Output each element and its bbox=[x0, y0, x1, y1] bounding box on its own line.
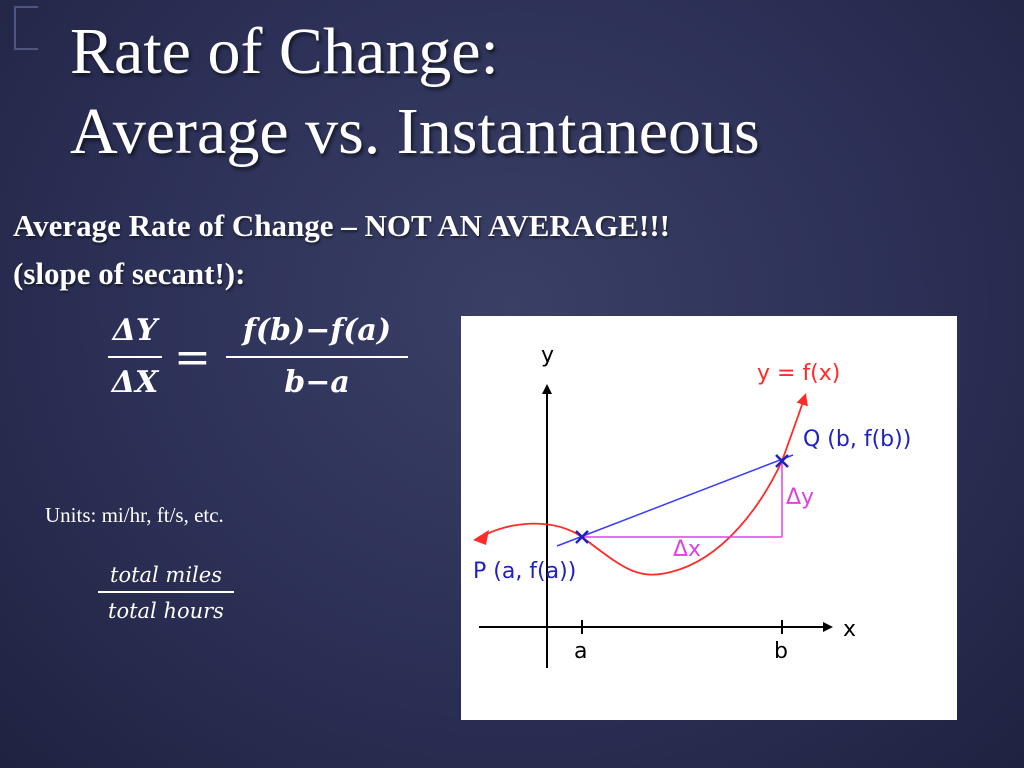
units-text: Units: mi/hr, ft/s, etc. bbox=[45, 503, 224, 527]
subtitle-line-1: Average Rate of Change – NOT AN AVERAGE!… bbox=[13, 208, 670, 243]
delta-x-denominator: ΔX bbox=[111, 365, 159, 400]
point-p-label: P (a, f(a)) bbox=[473, 559, 576, 584]
delta-fraction: ΔY ΔX bbox=[108, 312, 162, 402]
tick-b-label: b bbox=[774, 639, 788, 664]
equals-sign: = bbox=[174, 332, 211, 383]
difference-denominator: b−a bbox=[284, 365, 350, 400]
title-line-2: Average vs. Instantaneous bbox=[70, 95, 760, 168]
title-line-1: Rate of Change: bbox=[70, 15, 499, 88]
units-denominator: total hours bbox=[108, 598, 224, 623]
fraction-bar bbox=[98, 591, 234, 593]
secant-line-diagram: y x a b Δx Δy y = f(x) Q (b, f(b)) P (a,… bbox=[461, 316, 957, 720]
curve-label: y = f(x) bbox=[757, 361, 840, 386]
fraction-bar bbox=[226, 356, 408, 358]
fraction-bar bbox=[108, 356, 162, 358]
difference-quotient-fraction: f(b)−f(a) b−a bbox=[226, 312, 408, 402]
tick-a-label: a bbox=[574, 639, 587, 664]
function-curve bbox=[482, 393, 808, 576]
title-bracket-decoration bbox=[14, 6, 38, 50]
units-fraction: total miles total hours bbox=[98, 561, 234, 625]
subtitle-line-2: (slope of secant!): bbox=[13, 256, 246, 291]
y-axis-label: y bbox=[541, 343, 554, 368]
average-rate-formula: ΔY ΔX = f(b)−f(a) b−a bbox=[108, 312, 418, 412]
slide-title: Rate of Change: Average vs. Instantaneou… bbox=[70, 12, 970, 172]
point-q-label: Q (b, f(b)) bbox=[803, 427, 911, 452]
delta-y-numerator: ΔY bbox=[112, 313, 158, 348]
point-p-marker bbox=[575, 530, 589, 544]
units-numerator: total miles bbox=[110, 563, 222, 587]
curve-left-arrowhead bbox=[473, 530, 489, 545]
secant-line bbox=[556, 454, 794, 547]
delta-y-label: Δy bbox=[786, 485, 814, 510]
slide-subtitle: Average Rate of Change – NOT AN AVERAGE!… bbox=[13, 202, 670, 298]
diagram-svg: y x a b Δx Δy y = f(x) Q (b, f(b)) P (a,… bbox=[473, 343, 911, 668]
difference-numerator: f(b)−f(a) bbox=[242, 313, 392, 348]
delta-x-label: Δx bbox=[673, 537, 701, 562]
point-q-marker bbox=[775, 454, 789, 468]
x-axis-label: x bbox=[843, 617, 856, 642]
